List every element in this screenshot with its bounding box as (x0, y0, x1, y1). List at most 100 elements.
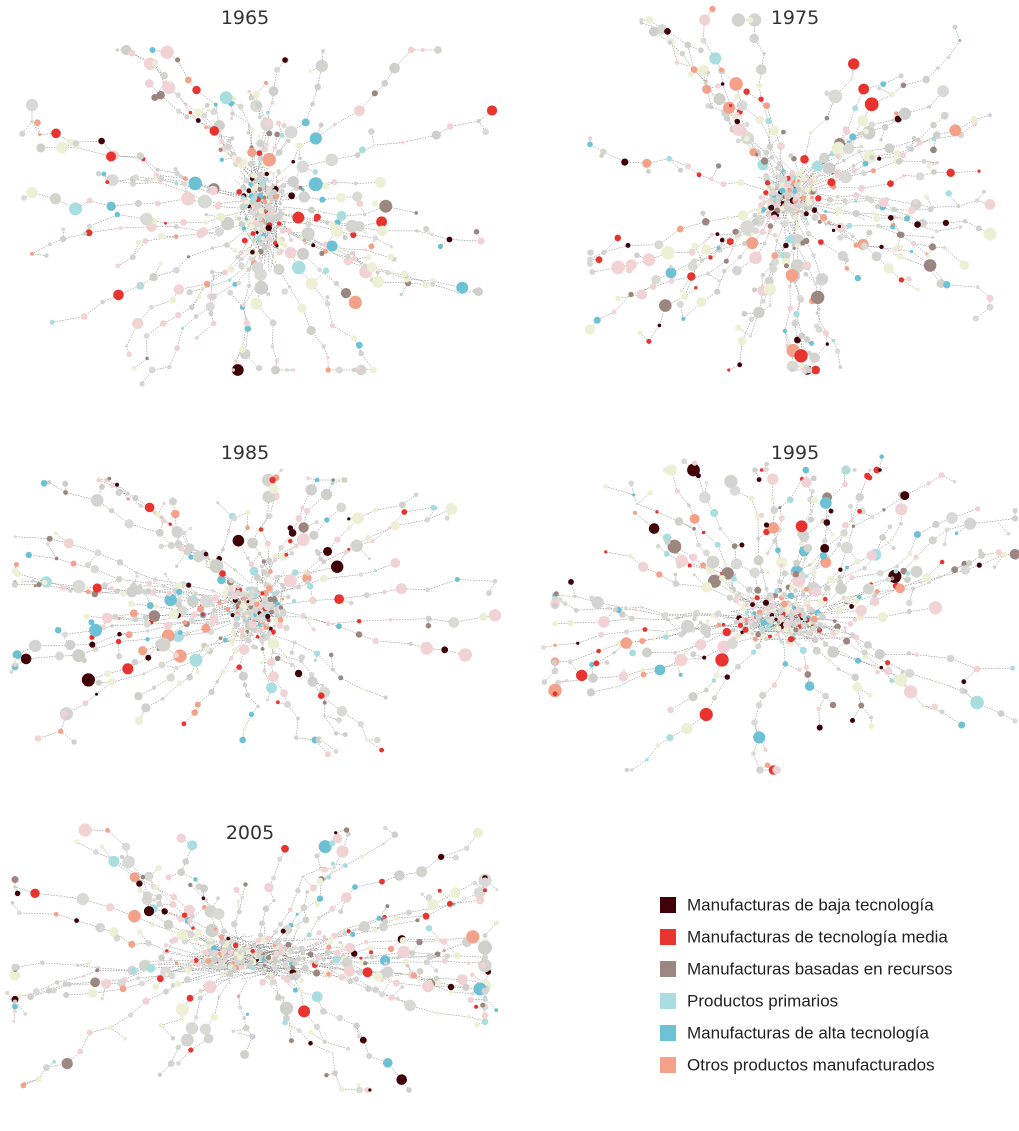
legend: Manufacturas de baja tecnologíaManufactu… (660, 895, 953, 1074)
node (763, 190, 769, 196)
node (800, 621, 808, 629)
edge (554, 615, 738, 625)
node (142, 891, 152, 901)
node (588, 136, 592, 141)
node (305, 579, 310, 585)
node (255, 208, 259, 212)
node (99, 926, 105, 932)
node (389, 978, 393, 982)
node (263, 209, 268, 213)
node (483, 996, 487, 1000)
edge (262, 635, 272, 700)
node (203, 551, 209, 557)
node (288, 529, 297, 537)
node (462, 983, 470, 991)
edge (15, 536, 231, 599)
node (481, 987, 489, 995)
node (166, 364, 172, 370)
node (55, 651, 65, 661)
node (188, 617, 196, 625)
edge (758, 176, 790, 192)
node (231, 364, 244, 376)
node (75, 963, 80, 968)
node (480, 1002, 486, 1008)
node (144, 178, 150, 184)
node (248, 199, 255, 206)
node (879, 454, 884, 460)
node (274, 358, 280, 364)
node (246, 188, 252, 194)
node (231, 592, 239, 600)
edge (765, 611, 826, 625)
node (238, 262, 245, 270)
node (324, 1073, 329, 1078)
node (174, 540, 183, 549)
node (170, 983, 176, 988)
node (762, 199, 767, 204)
node (374, 569, 378, 573)
node (849, 575, 855, 581)
node (674, 488, 681, 494)
node (247, 160, 254, 168)
node (687, 71, 694, 78)
edge (202, 953, 220, 966)
node (986, 303, 994, 311)
node (400, 140, 405, 145)
node (692, 526, 696, 531)
panel-title: 1985 (221, 442, 269, 464)
node (879, 138, 883, 142)
node (231, 1029, 235, 1034)
node (293, 585, 297, 589)
node (226, 529, 231, 534)
node (292, 640, 297, 645)
node (329, 323, 336, 329)
node (762, 599, 770, 606)
node (272, 944, 276, 948)
node (264, 171, 269, 177)
node (945, 190, 952, 197)
node (834, 628, 840, 634)
node (257, 115, 262, 119)
node (300, 952, 304, 956)
node (248, 182, 253, 187)
node (229, 117, 234, 121)
node (34, 735, 42, 742)
node (355, 631, 363, 638)
node (149, 273, 158, 282)
node (270, 590, 274, 594)
node (345, 831, 351, 837)
node (158, 232, 165, 240)
node (454, 577, 460, 582)
node (883, 263, 894, 274)
node (264, 882, 274, 893)
node (158, 543, 164, 550)
node (115, 263, 121, 269)
node (329, 905, 336, 912)
edge (238, 636, 259, 741)
node (136, 929, 143, 935)
node (281, 844, 289, 853)
node (756, 477, 762, 482)
node (781, 129, 786, 135)
node (683, 613, 688, 618)
node (326, 240, 338, 252)
node (316, 877, 324, 885)
node (105, 828, 110, 833)
node (19, 130, 26, 137)
node (850, 518, 854, 522)
node (30, 888, 40, 898)
node (935, 66, 940, 70)
node (377, 225, 388, 237)
node (409, 950, 416, 957)
node (86, 197, 93, 204)
node (906, 276, 912, 282)
edge (269, 838, 338, 940)
node (379, 878, 385, 885)
node (342, 732, 348, 738)
node (771, 214, 778, 221)
node (324, 301, 331, 307)
node (250, 948, 255, 954)
node (893, 149, 901, 157)
node (742, 241, 747, 246)
node (882, 508, 886, 512)
